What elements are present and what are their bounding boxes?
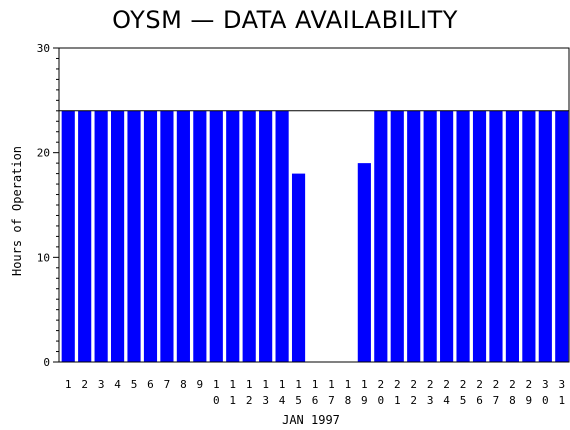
bar-day-23	[423, 110, 437, 362]
bar-day-25	[456, 110, 470, 362]
bar-day-4	[111, 110, 125, 362]
bar-day-20	[374, 110, 388, 362]
x-tick-label: 3	[98, 378, 105, 391]
bar-day-10	[209, 110, 223, 362]
chart-title: OYSM — DATA AVAILABILITY	[112, 6, 458, 34]
x-tick-label: 2	[81, 378, 88, 391]
bar-day-28	[505, 110, 519, 362]
x-tick-label: 1	[65, 378, 72, 391]
bar-day-29	[522, 110, 536, 362]
bar-day-6	[143, 110, 158, 362]
bar-day-21	[390, 110, 404, 362]
bar-day-26	[472, 110, 487, 362]
bar-day-9	[193, 110, 207, 362]
x-tick-label: 4	[114, 378, 121, 391]
y-tick-label: 20	[37, 147, 50, 160]
x-tick-label: 7	[164, 378, 171, 391]
bar-day-11	[226, 110, 240, 362]
y-tick-label: 30	[37, 42, 50, 55]
bar-day-14	[275, 110, 289, 362]
bar-day-27	[489, 110, 503, 362]
bar-day-24	[440, 110, 454, 362]
bar-day-19	[357, 163, 371, 362]
bar-day-22	[407, 110, 421, 362]
bar-day-31	[555, 110, 569, 362]
bar-day-1	[61, 110, 75, 362]
bar-day-8	[176, 110, 190, 362]
bar-day-15	[291, 173, 306, 362]
bar-day-2	[78, 110, 92, 362]
bar-day-5	[127, 110, 141, 362]
x-axis: 1 2 3 4 5 6 7 8 9 1 01 11 21 31 41 51 61 71 81 92 02 12 22 32 42…	[65, 378, 565, 407]
bar-day-7	[160, 110, 174, 362]
y-tick-label: 0	[43, 356, 50, 369]
x-tick-label: 6	[147, 378, 154, 391]
y-axis-label: Hours of Operation	[10, 146, 24, 276]
x-tick-label: 9	[197, 378, 204, 391]
y-tick-label: 10	[37, 251, 50, 264]
x-tick-label: 5	[131, 378, 138, 391]
bar-day-13	[259, 110, 273, 362]
bar-day-12	[242, 110, 256, 362]
bar-day-30	[538, 110, 552, 362]
bars-group	[61, 110, 569, 362]
x-axis-label: JAN 1997	[282, 413, 340, 427]
x-tick-label: 8	[180, 378, 187, 391]
y-axis: 0 10 20 30	[37, 42, 59, 369]
bar-day-3	[94, 110, 108, 362]
